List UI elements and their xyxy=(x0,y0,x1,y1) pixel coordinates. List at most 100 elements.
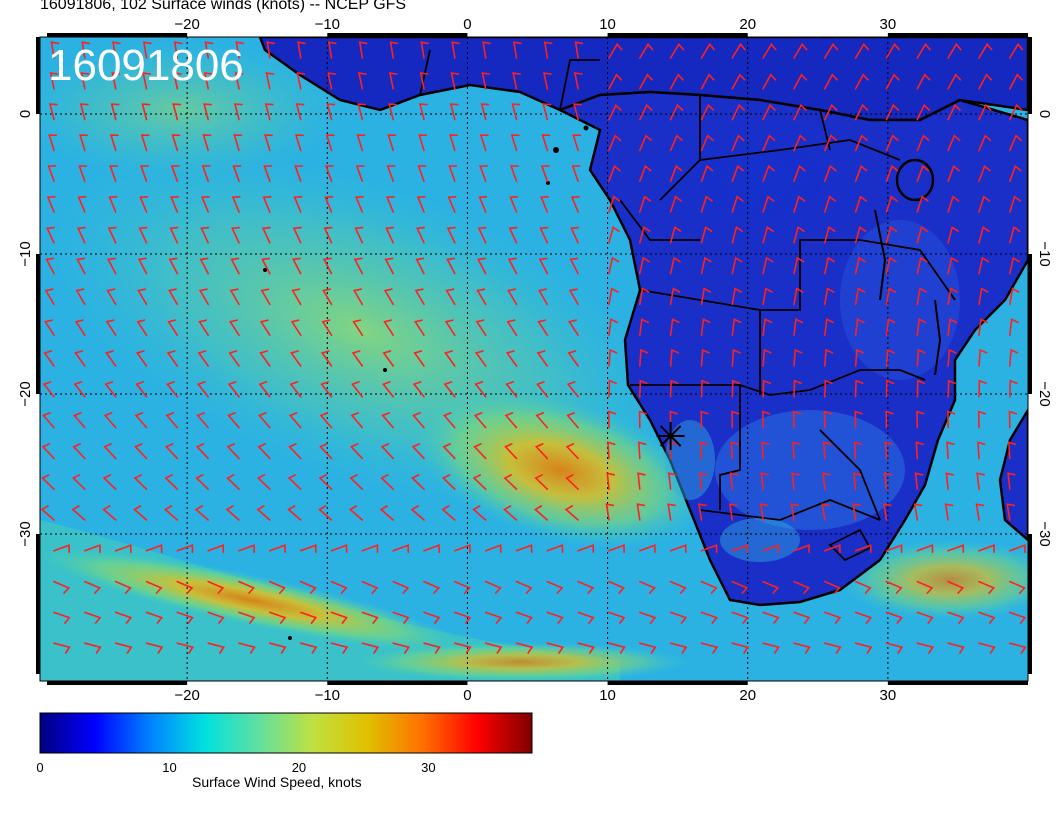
wind-barb xyxy=(235,41,245,59)
wind-barb xyxy=(700,348,710,367)
wind-barb xyxy=(947,195,960,213)
wind-barb xyxy=(608,164,621,182)
wind-barb xyxy=(145,580,163,594)
wind-barb xyxy=(854,410,863,429)
wind-barb xyxy=(913,503,923,521)
wind-barb xyxy=(454,642,472,654)
wind-barb xyxy=(762,287,773,306)
axis-tick-labels: −20 −20 −10 −10 0 0 10 10 20 20 30 30 0 0 −10 −10 −20 −20… xyxy=(17,16,1053,704)
wind-barb xyxy=(140,134,150,152)
wind-barb xyxy=(885,642,904,654)
wind-barb xyxy=(538,257,549,275)
wind-barb xyxy=(389,41,399,59)
wind-barb xyxy=(238,642,256,654)
wind-barb xyxy=(441,474,456,490)
wind-barb xyxy=(330,642,349,654)
wind-barb xyxy=(975,503,985,521)
wind-barb xyxy=(1009,42,1024,59)
wind-barb xyxy=(472,474,487,490)
wind-barb xyxy=(229,319,240,336)
wind-barb xyxy=(392,642,410,654)
wind-barb xyxy=(793,164,806,182)
wind-barb xyxy=(639,134,653,152)
wind-barb xyxy=(173,41,183,59)
wind-barb xyxy=(320,381,333,398)
wind-barb xyxy=(608,103,622,121)
wind-barb xyxy=(474,381,487,398)
wind-barb xyxy=(978,318,988,336)
wind-barb xyxy=(639,164,652,182)
wind-barb xyxy=(669,318,680,336)
wind-barb xyxy=(762,226,774,244)
wind-barb xyxy=(1009,611,1027,624)
wind-barb xyxy=(350,412,364,429)
wind-barb xyxy=(353,257,364,275)
wind-barb xyxy=(415,257,425,275)
wind-barb xyxy=(293,196,303,213)
wind-barb xyxy=(84,544,101,554)
wind-barb xyxy=(605,503,615,521)
wind-barb xyxy=(916,348,926,367)
lon-tick-label-bottom: 0 xyxy=(463,687,471,704)
wind-barb xyxy=(1008,410,1017,429)
wind-barb xyxy=(481,72,491,90)
wind-barb xyxy=(139,165,149,182)
wind-barb xyxy=(608,287,619,306)
wind-barb xyxy=(47,165,57,182)
wind-barb xyxy=(361,611,379,624)
wind-barb xyxy=(700,379,710,398)
wind-barb xyxy=(731,134,745,152)
wind-barb xyxy=(479,134,489,152)
wind-barb xyxy=(194,505,209,521)
wind-barb xyxy=(885,287,897,306)
wind-barb xyxy=(166,350,179,367)
wind-barb xyxy=(451,41,460,59)
wind-barb xyxy=(507,288,518,306)
wind-barb xyxy=(669,348,680,367)
wind-barb xyxy=(260,288,271,306)
wind-barb xyxy=(824,103,838,121)
wind-barb xyxy=(945,472,954,490)
wind-barb xyxy=(699,441,708,460)
wind-barb xyxy=(475,319,487,336)
wind-barb xyxy=(42,381,55,398)
wind-barb xyxy=(821,503,830,521)
wind-barb xyxy=(762,164,775,182)
wind-barb xyxy=(762,379,771,398)
wind-barb xyxy=(978,256,990,275)
lon-tick-label-top: −20 xyxy=(174,16,199,33)
wind-barb xyxy=(884,441,893,460)
wind-barb xyxy=(824,256,835,275)
wind-barb xyxy=(700,410,709,429)
wind-barb xyxy=(759,503,769,521)
wind-barb xyxy=(44,319,55,336)
wind-barb xyxy=(420,41,430,59)
wind-barb xyxy=(106,257,117,275)
wind-barb xyxy=(71,474,86,490)
wind-barb xyxy=(608,256,620,275)
wind-barb xyxy=(423,611,441,624)
wind-barb xyxy=(269,580,286,594)
wind-barb xyxy=(48,134,58,152)
wind-barb xyxy=(731,410,740,429)
wind-barb xyxy=(731,379,741,398)
lon-tick-label-top: 10 xyxy=(599,16,616,33)
wind-barb xyxy=(168,257,179,275)
wind-barb xyxy=(259,350,271,367)
wind-barb xyxy=(978,348,988,367)
wind-barb xyxy=(379,505,394,521)
wind-barb xyxy=(176,544,194,554)
wind-barb xyxy=(854,256,866,275)
wind-barb xyxy=(916,226,928,244)
wind-barb xyxy=(479,165,488,182)
wind-barb xyxy=(327,41,337,59)
wind-barb xyxy=(385,226,395,244)
wind-barb xyxy=(916,379,926,398)
wind-barb xyxy=(506,319,518,336)
wind-barb xyxy=(477,226,487,244)
wind-barb xyxy=(570,226,580,244)
wind-barb xyxy=(324,165,334,182)
wind-barb xyxy=(294,165,304,182)
wind-barb xyxy=(512,72,521,90)
wind-barb xyxy=(885,73,900,90)
